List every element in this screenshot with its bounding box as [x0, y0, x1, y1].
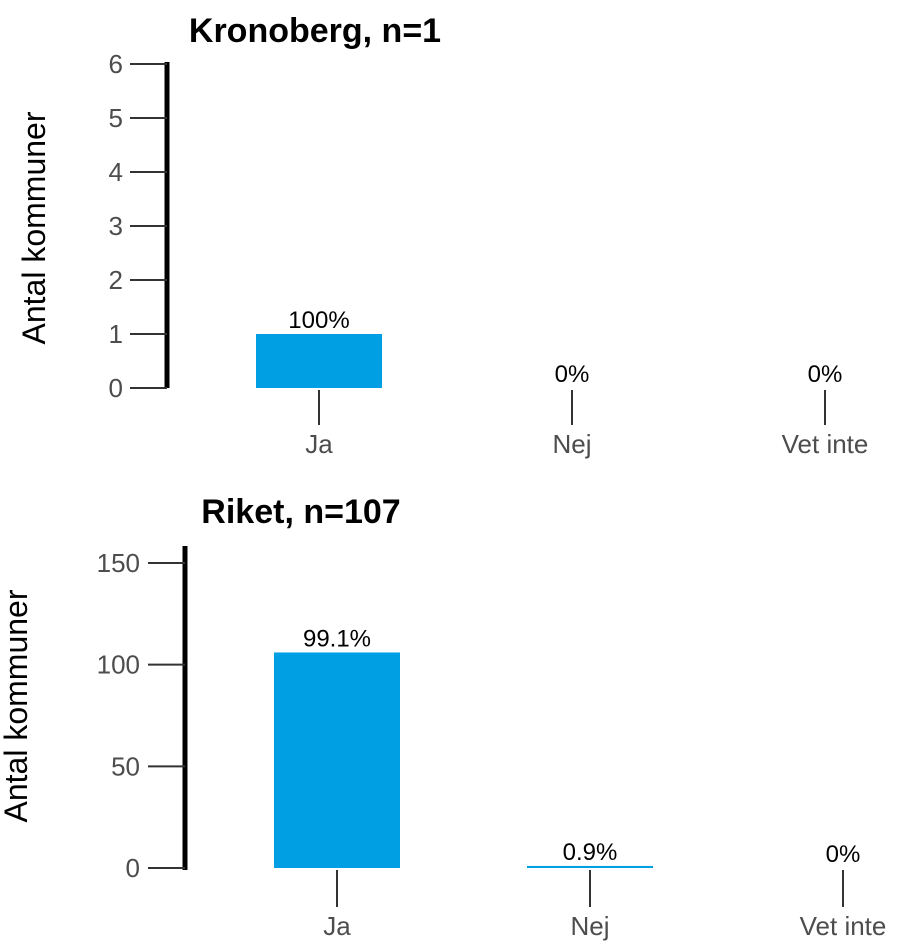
bar: [527, 865, 653, 868]
bar-data-label: 99.1%: [303, 625, 371, 652]
bar-data-label: 0.9%: [563, 839, 618, 866]
bar-data-label: 0%: [555, 361, 590, 388]
chart-title: Kronoberg, n=1: [189, 12, 441, 50]
y-tick-label: 2: [109, 265, 123, 295]
bar-data-label: 100%: [288, 307, 349, 334]
y-tick-label: 5: [109, 103, 123, 133]
y-tick-label: 0: [126, 853, 140, 883]
y-tick-label: 4: [109, 157, 123, 187]
y-tick-label: 150: [97, 548, 140, 578]
y-axis-label: Antal kommuner: [16, 111, 52, 344]
y-tick-label: 100: [97, 650, 140, 680]
bar-data-label: 0%: [826, 841, 861, 868]
x-tick-label: Nej: [570, 911, 609, 941]
bar: [256, 334, 382, 388]
x-tick-label: Ja: [305, 429, 333, 459]
x-tick-label: Nej: [552, 429, 591, 459]
bar-data-label: 0%: [808, 361, 843, 388]
y-tick-label: 3: [109, 211, 123, 241]
y-tick-label: 0: [109, 373, 123, 403]
y-tick-label: 6: [109, 49, 123, 79]
x-tick-label: Vet inte: [782, 429, 869, 459]
y-tick-label: 1: [109, 319, 123, 349]
bar: [274, 652, 400, 868]
y-axis-label: Antal kommuner: [0, 589, 34, 822]
y-tick-label: 50: [111, 751, 140, 781]
chart-title: Riket, n=107: [201, 493, 400, 531]
x-tick-label: Ja: [323, 911, 351, 941]
x-tick-label: Vet inte: [800, 911, 887, 941]
